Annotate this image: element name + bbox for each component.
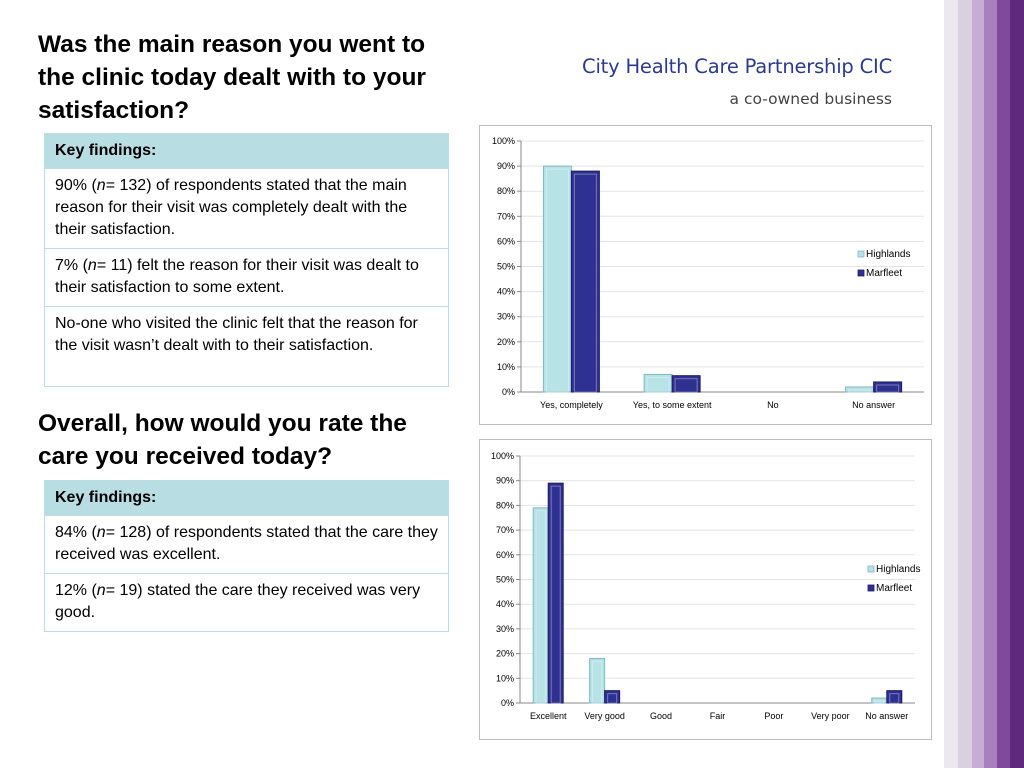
bar-bevel	[550, 485, 561, 704]
y-tick-label: 50%	[497, 262, 515, 272]
legend-swatch	[867, 565, 875, 573]
bar-bevel	[848, 389, 872, 393]
bar-highlands	[532, 507, 549, 704]
x-tick-label: No answer	[865, 711, 908, 721]
y-tick-label: 60%	[496, 550, 514, 560]
legend-swatch	[857, 269, 865, 277]
bar-marfleet	[547, 482, 564, 704]
brand-tagline: a co-owned business	[729, 90, 892, 108]
bar-marfleet	[604, 690, 621, 704]
bar-marfleet	[671, 375, 701, 393]
y-tick-label: 30%	[497, 312, 515, 322]
stripe	[972, 0, 984, 768]
stripe	[944, 0, 958, 768]
finding-row: No-one who visited the clinic felt that …	[45, 307, 448, 364]
finding-row: 84% (n= 128) of respondents stated that …	[45, 516, 448, 574]
y-tick-label: 80%	[497, 186, 515, 196]
bar-bevel	[535, 510, 546, 704]
findings-header: Key findings:	[45, 134, 448, 169]
x-tick-label: No	[767, 400, 779, 410]
finding-row: 12% (n= 19) stated the care they receive…	[45, 574, 448, 631]
brand-name: City Health Care Partnership CIC	[582, 55, 892, 78]
bar-bevel	[592, 661, 603, 704]
bar-bevel	[646, 376, 670, 393]
stripe	[1010, 0, 1024, 768]
y-tick-label: 0%	[501, 698, 514, 708]
y-tick-label: 60%	[497, 236, 515, 246]
bar-bevel	[573, 173, 597, 393]
legend-swatch	[867, 584, 875, 592]
bar-bevel	[889, 693, 900, 704]
bar-bevel	[874, 700, 885, 704]
question-2-title: Overall, how would you rate the care you…	[38, 410, 407, 470]
findings-header: Key findings:	[45, 481, 448, 516]
legend-label: Highlands	[866, 249, 910, 260]
x-tick-label: Yes, completely	[540, 400, 603, 410]
x-tick-label: Yes, to some extent	[633, 400, 712, 410]
bar-bevel	[545, 168, 569, 393]
legend-label: Highlands	[876, 564, 920, 575]
findings-table-2: Key findings: 84% (n= 128) of respondent…	[44, 480, 449, 632]
finding-row: 7% (n= 11) felt the reason for their vis…	[45, 249, 448, 307]
decorative-stripes	[944, 0, 1024, 768]
legend-label: Marfleet	[866, 268, 902, 279]
findings-table-1: Key findings: 90% (n= 132) of respondent…	[44, 133, 449, 387]
bar-highlands	[871, 697, 888, 704]
bar-bevel	[876, 384, 900, 393]
y-tick-label: 30%	[496, 624, 514, 634]
bar-marfleet	[873, 381, 903, 393]
x-tick-label: Fair	[710, 711, 726, 721]
bar-highlands	[542, 165, 572, 393]
question-1-title: Was the main reason you went to the clin…	[38, 31, 426, 124]
x-tick-label: No answer	[852, 400, 895, 410]
y-tick-label: 20%	[497, 337, 515, 347]
bar-marfleet	[886, 690, 903, 704]
y-tick-label: 40%	[496, 599, 514, 609]
bar-bevel	[674, 378, 698, 393]
y-tick-label: 90%	[496, 476, 514, 486]
bar-bevel	[607, 693, 618, 704]
stripe	[958, 0, 972, 768]
y-tick-label: 20%	[496, 649, 514, 659]
chart-svg-satisfaction: 0% 10% 20% 30% 40% 50% 60% 70% 80% 90% 100% Yes, co…	[492, 136, 924, 410]
y-tick-label: 90%	[497, 161, 515, 171]
stripe	[984, 0, 997, 768]
chart-svg-care-rating: 0% 10% 20% 30% 40% 50% 60% 70% 80% 90% 100% Excelle…	[491, 451, 921, 721]
x-tick-label: Good	[650, 711, 672, 721]
x-tick-label: Very good	[584, 711, 625, 721]
y-tick-label: 50%	[496, 575, 514, 585]
legend-label: Marfleet	[876, 583, 912, 594]
brand-logo: City Health Care Partnership CIC a co-ow…	[520, 55, 892, 108]
bar-marfleet	[570, 170, 600, 393]
bar-chart-care-rating: 0% 10% 20% 30% 40% 50% 60% 70% 80% 90% 100% Excelle…	[479, 439, 932, 740]
x-tick-label: Very poor	[811, 711, 850, 721]
y-tick-label: 70%	[496, 525, 514, 535]
bar-chart-satisfaction: 0% 10% 20% 30% 40% 50% 60% 70% 80% 90% 100% Yes, co…	[479, 125, 932, 425]
y-tick-label: 0%	[502, 387, 515, 397]
y-tick-label: 70%	[497, 211, 515, 221]
stripe	[997, 0, 1010, 768]
y-tick-label: 40%	[497, 287, 515, 297]
y-tick-label: 100%	[492, 136, 515, 146]
y-tick-label: 10%	[496, 673, 514, 683]
y-tick-label: 100%	[491, 451, 514, 461]
bar-highlands	[589, 658, 606, 704]
finding-row: 90% (n= 132) of respondents stated that …	[45, 169, 448, 249]
x-tick-label: Poor	[764, 711, 783, 721]
y-tick-label: 10%	[497, 362, 515, 372]
y-tick-label: 80%	[496, 500, 514, 510]
legend-swatch	[857, 250, 865, 258]
x-tick-label: Excellent	[530, 711, 567, 721]
